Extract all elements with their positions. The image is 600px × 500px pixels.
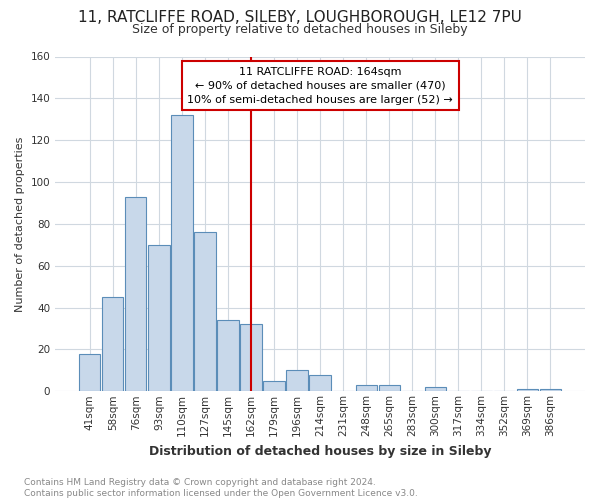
X-axis label: Distribution of detached houses by size in Sileby: Distribution of detached houses by size … [149, 444, 491, 458]
Bar [263, 381, 284, 392]
Bar [79, 354, 100, 392]
Bar [286, 370, 308, 392]
Bar [379, 385, 400, 392]
Bar [517, 389, 538, 392]
Bar [356, 385, 377, 392]
Bar [194, 232, 215, 392]
Bar [425, 387, 446, 392]
Text: Contains HM Land Registry data © Crown copyright and database right 2024.
Contai: Contains HM Land Registry data © Crown c… [24, 478, 418, 498]
Text: 11, RATCLIFFE ROAD, SILEBY, LOUGHBOROUGH, LE12 7PU: 11, RATCLIFFE ROAD, SILEBY, LOUGHBOROUGH… [78, 10, 522, 25]
Bar [217, 320, 239, 392]
Bar [241, 324, 262, 392]
Bar [172, 115, 193, 392]
Text: Size of property relative to detached houses in Sileby: Size of property relative to detached ho… [132, 22, 468, 36]
Bar [102, 297, 124, 392]
Bar [310, 374, 331, 392]
Bar [540, 389, 561, 392]
Y-axis label: Number of detached properties: Number of detached properties [15, 136, 25, 312]
Bar [148, 245, 170, 392]
Bar [125, 196, 146, 392]
Text: 11 RATCLIFFE ROAD: 164sqm
← 90% of detached houses are smaller (470)
10% of semi: 11 RATCLIFFE ROAD: 164sqm ← 90% of detac… [187, 66, 453, 104]
